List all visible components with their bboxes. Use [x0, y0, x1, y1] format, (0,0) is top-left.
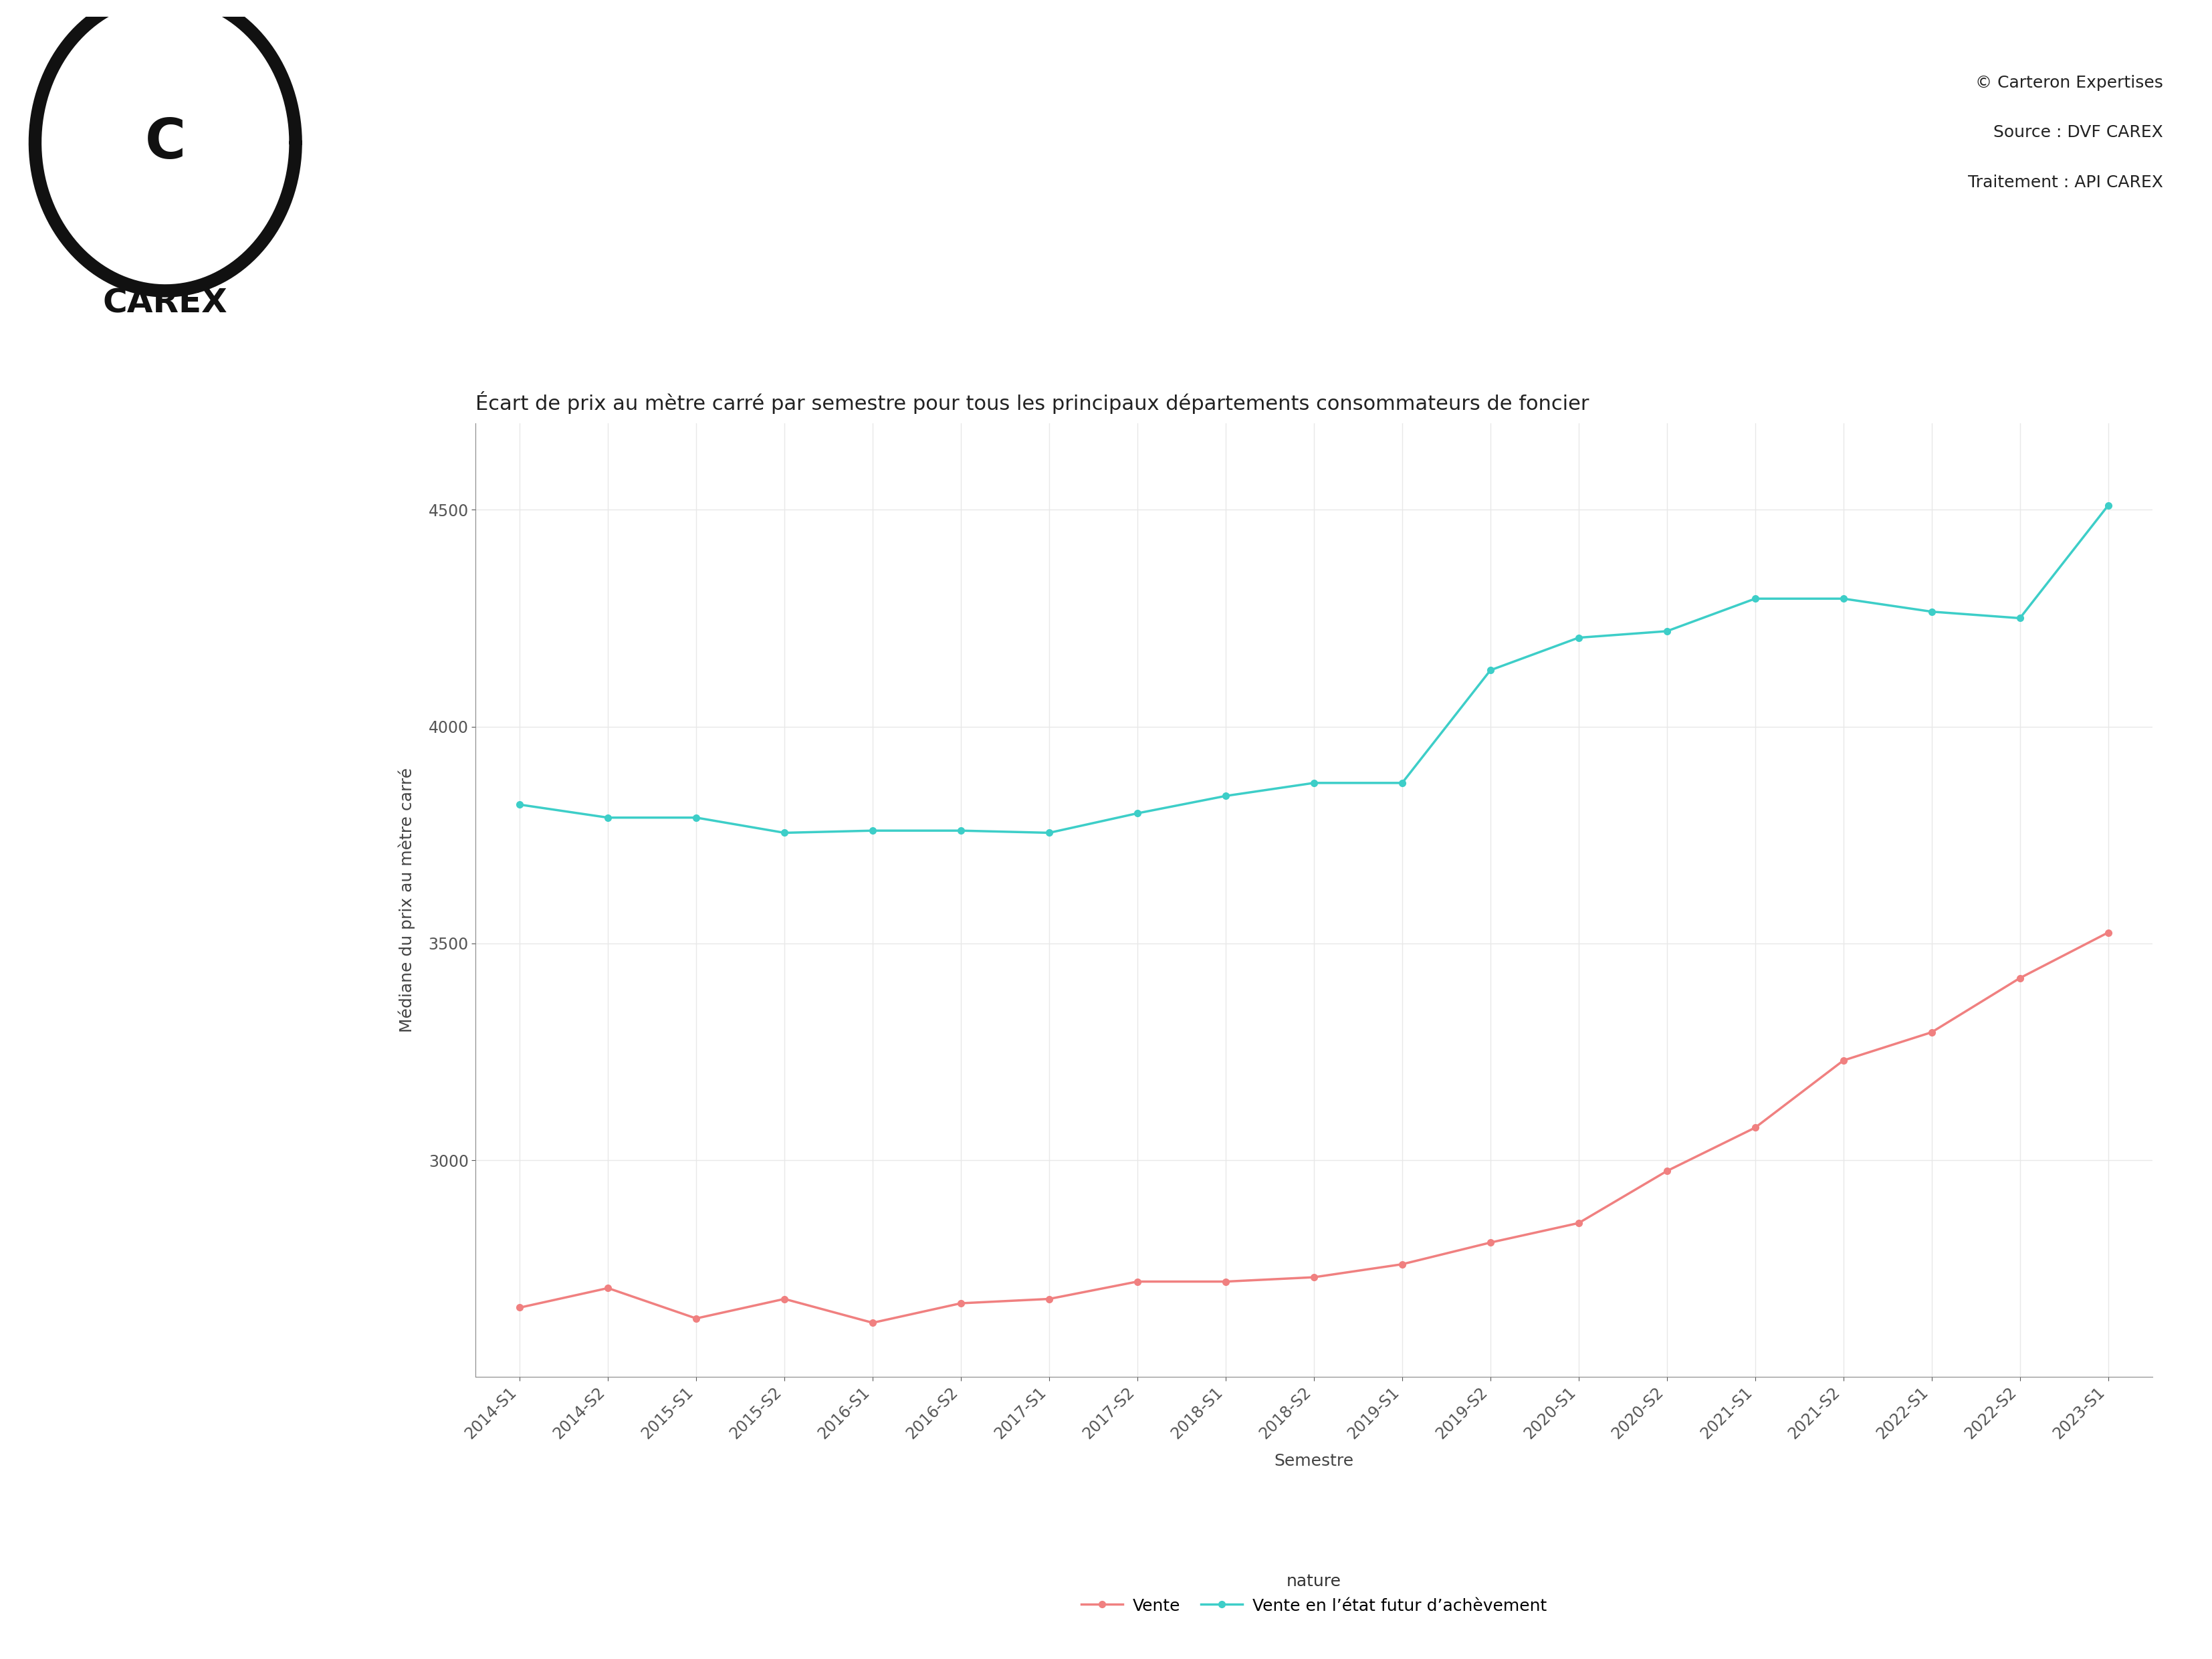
X-axis label: Semestre: Semestre [1274, 1453, 1354, 1470]
Text: C: C [146, 116, 186, 169]
Text: © Carteron Expertises: © Carteron Expertises [1975, 75, 2163, 91]
Text: CAREX: CAREX [104, 287, 228, 319]
Y-axis label: Médiane du prix au mètre carré: Médiane du prix au mètre carré [398, 768, 416, 1032]
Text: Traitement : API CAREX: Traitement : API CAREX [1969, 174, 2163, 191]
Legend: Vente, Vente en l’état futur d’achèvement: Vente, Vente en l’état futur d’achèvemen… [1075, 1566, 1553, 1621]
Text: Source : DVF CAREX: Source : DVF CAREX [1993, 124, 2163, 141]
Text: Écart de prix au mètre carré par semestre pour tous les principaux départements : Écart de prix au mètre carré par semestr… [476, 392, 1588, 415]
